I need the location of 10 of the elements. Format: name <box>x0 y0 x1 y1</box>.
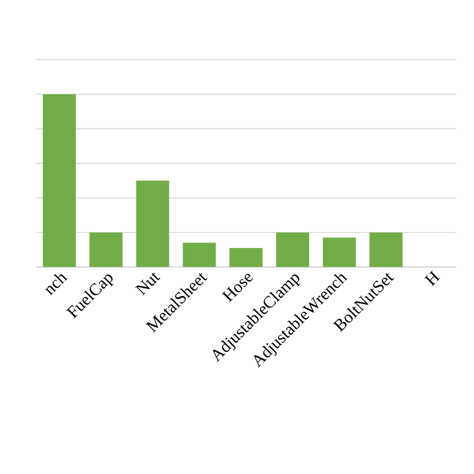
bar <box>42 94 76 267</box>
bar <box>182 242 216 267</box>
bar <box>370 232 403 267</box>
bar <box>90 232 122 267</box>
bar <box>230 248 262 267</box>
bar <box>322 238 356 267</box>
x-tick-label: nch <box>45 274 68 296</box>
bar <box>276 232 310 267</box>
x-tick-label: H <box>424 270 440 286</box>
bar <box>136 180 170 267</box>
